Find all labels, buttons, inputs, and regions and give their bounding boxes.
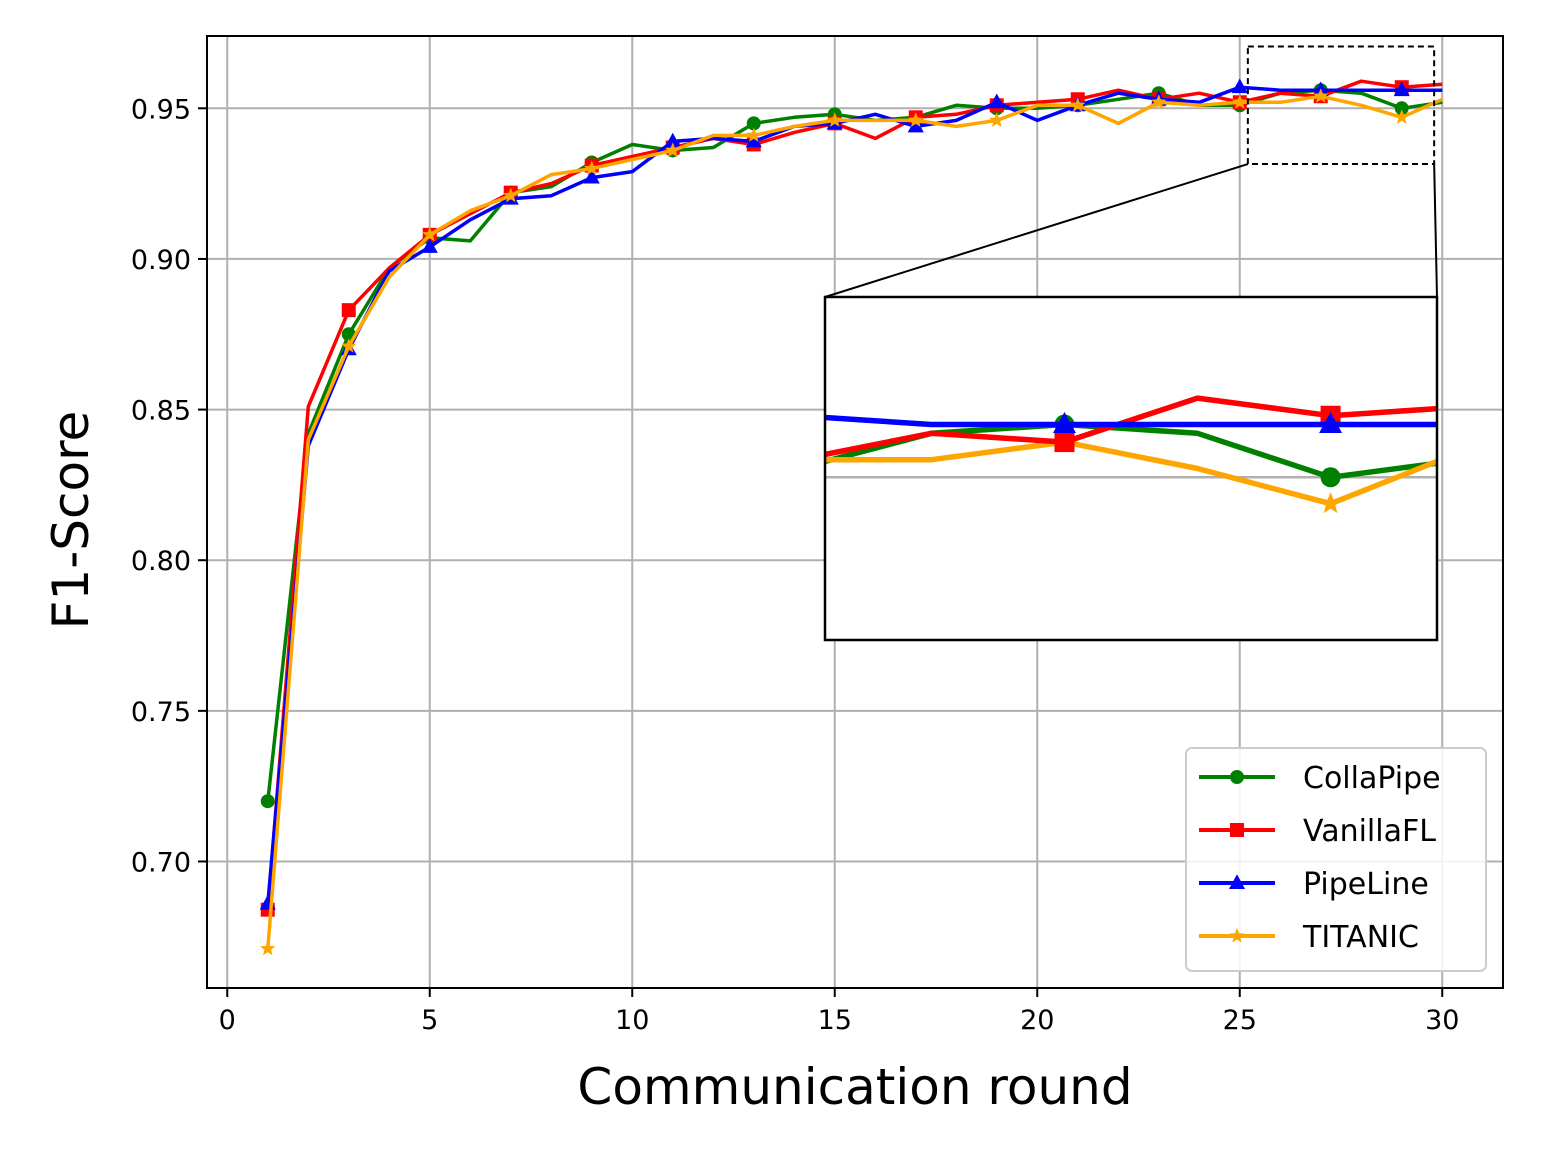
data-point	[260, 940, 276, 956]
inset-data-point	[1320, 467, 1341, 488]
legend-label: CollaPipe	[1303, 761, 1441, 796]
data-point	[746, 116, 761, 131]
data-point	[421, 238, 438, 253]
data-point	[341, 303, 356, 318]
data-point	[503, 187, 519, 203]
data-point	[1313, 88, 1329, 103]
data-point	[827, 112, 843, 127]
legend-label: PipeLine	[1303, 867, 1429, 902]
x-tick-label: 25	[1223, 1005, 1257, 1036]
zoom-source-box	[1246, 45, 1436, 166]
legend-marker	[1230, 770, 1244, 784]
data-point	[1393, 81, 1410, 97]
series-layer	[259, 78, 1444, 956]
legend: CollaPipe VanillaFL PipeLine TITANIC	[1185, 747, 1487, 972]
data-point	[584, 160, 600, 176]
legend-entry-vanillafl: VanillaFL	[1199, 814, 1436, 849]
inset-plot	[787, 395, 1437, 513]
y-tick-label: 0.75	[131, 697, 191, 728]
inset-data-point	[1054, 432, 1075, 453]
data-point	[1231, 78, 1248, 94]
data-point	[1151, 94, 1167, 109]
inset-frame	[823, 295, 1439, 642]
inset-data-point	[1319, 492, 1342, 513]
inset-data-point	[788, 448, 810, 469]
legend-entry-pipeline: PipeLine	[1199, 867, 1429, 902]
data-point	[422, 226, 438, 242]
x-tick-label: 10	[615, 1005, 649, 1036]
x-tick-label: 0	[219, 1005, 236, 1036]
data-point	[583, 168, 600, 184]
legend-label: VanillaFL	[1303, 814, 1436, 849]
legend-marker	[1230, 823, 1244, 837]
inset-background	[825, 297, 1437, 640]
x-axis: 0 5 10 15 20 25 30	[219, 988, 1459, 1036]
data-point	[664, 132, 681, 148]
inset-series-pipeline	[787, 403, 1437, 434]
inset-data-point	[1052, 412, 1076, 434]
data-point	[988, 93, 1005, 109]
inset-data-point	[788, 459, 808, 479]
x-tick-label: 5	[421, 1005, 438, 1036]
inset-data-point	[788, 450, 808, 470]
series-titanic	[260, 88, 1444, 956]
data-point	[1070, 97, 1086, 112]
data-point	[745, 132, 762, 148]
legend-label: TITANIC	[1302, 920, 1419, 955]
inset-data-point	[787, 403, 810, 424]
data-point	[1394, 101, 1409, 116]
x-tick-label: 20	[1020, 1005, 1054, 1036]
data-point	[908, 112, 924, 127]
y-tick-label: 0.90	[131, 245, 191, 276]
y-tick-label: 0.95	[131, 94, 191, 125]
y-tick-label: 0.70	[131, 847, 191, 878]
data-point	[989, 112, 1005, 127]
y-tick-label: 0.80	[131, 546, 191, 577]
x-tick-label: 15	[818, 1005, 852, 1036]
y-axis-title: F1-Score	[42, 411, 100, 630]
data-point	[1394, 109, 1410, 124]
legend-marker	[1229, 928, 1245, 943]
legend-entry-collapipe: CollaPipe	[1199, 761, 1441, 796]
data-point	[1232, 94, 1248, 109]
zoom-connector	[824, 163, 1249, 298]
series-line	[266, 94, 1444, 949]
zoom-connector	[1433, 164, 1438, 298]
inset-data-point	[1319, 412, 1343, 434]
legend-box	[1185, 747, 1487, 972]
data-point	[665, 142, 681, 157]
data-point	[341, 338, 357, 353]
zoom-inset	[787, 45, 1439, 642]
plot-area-frame	[206, 35, 1504, 989]
data-point	[260, 794, 275, 809]
y-tick-label: 0.85	[131, 396, 191, 427]
data-point	[907, 117, 924, 133]
legend-marker	[1228, 874, 1246, 889]
y-axis: 0.70 0.75 0.80 0.85 0.90 0.95	[131, 94, 207, 878]
x-tick-label: 30	[1425, 1005, 1459, 1036]
legend-entry-titanic: TITANIC	[1199, 920, 1419, 955]
data-point	[746, 127, 762, 142]
x-axis-title: Communication round	[577, 1058, 1132, 1116]
